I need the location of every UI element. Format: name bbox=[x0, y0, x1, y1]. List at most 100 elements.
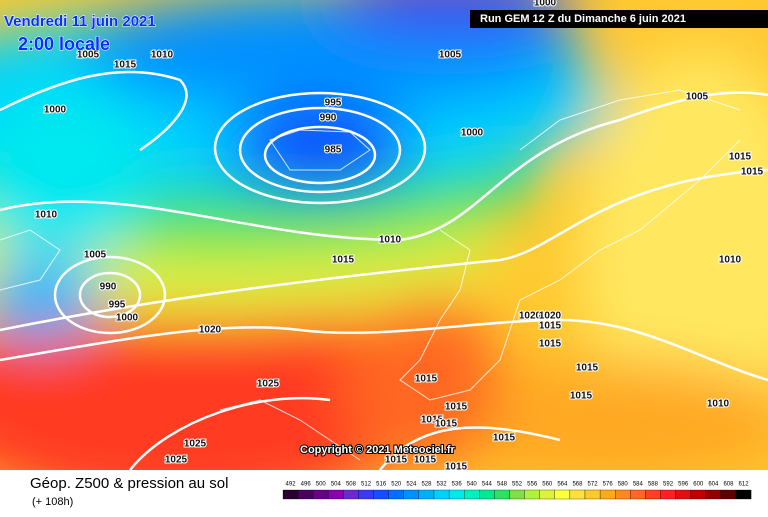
valid-time: 2:00 locale bbox=[18, 34, 110, 54]
isobar-label: 1010 bbox=[379, 235, 402, 246]
scale-label: 576 bbox=[603, 482, 614, 488]
scale-swatch bbox=[554, 489, 571, 500]
scale-label: 508 bbox=[346, 482, 357, 488]
scale-swatch bbox=[660, 489, 676, 500]
scale-label: 532 bbox=[437, 482, 448, 488]
scale-label: 548 bbox=[497, 482, 508, 488]
scale-swatch bbox=[630, 489, 646, 500]
scale-label: 564 bbox=[557, 482, 568, 488]
isobar-label: 1015 bbox=[576, 363, 599, 374]
isobar-label: 1000 bbox=[534, 0, 557, 9]
scale-swatch bbox=[313, 489, 329, 500]
isobars bbox=[0, 70, 768, 470]
scale-swatch bbox=[479, 489, 495, 500]
scale-swatch bbox=[615, 489, 631, 500]
scale-label: 520 bbox=[391, 482, 402, 488]
isobar-label: 1000 bbox=[116, 313, 139, 324]
scale-swatch bbox=[584, 489, 601, 500]
isobar-label: 1015 bbox=[385, 455, 408, 466]
scale-swatch bbox=[539, 489, 555, 500]
scale-label: 500 bbox=[316, 482, 327, 488]
isobar-label: 1010 bbox=[707, 399, 730, 410]
footer-title: Géop. Z500 & pression au sol bbox=[30, 475, 228, 492]
isobar-label: 995 bbox=[109, 300, 126, 311]
scale-label: 588 bbox=[648, 482, 659, 488]
isobar-label: 1015 bbox=[539, 321, 562, 332]
run-info: Run GEM 12 Z du Dimanche 6 juin 2021 bbox=[480, 13, 686, 25]
scale-swatch bbox=[448, 489, 465, 500]
isobar-label: 1015 bbox=[332, 255, 355, 266]
isobar-label: 1015 bbox=[493, 433, 516, 444]
isobar-label: 1025 bbox=[165, 455, 188, 466]
scale-label: 504 bbox=[331, 482, 342, 488]
isobar-label: 1010 bbox=[35, 210, 58, 221]
scale-label: 560 bbox=[542, 482, 553, 488]
scale-label: 604 bbox=[708, 482, 719, 488]
scale-swatch bbox=[282, 489, 299, 500]
scale-swatch bbox=[418, 489, 435, 500]
scale-label: 492 bbox=[286, 482, 297, 488]
isobar-label: 1015 bbox=[445, 462, 468, 473]
copyright: Copyright © 2021 Meteociel.fr bbox=[300, 444, 456, 456]
scale-label: 496 bbox=[301, 482, 312, 488]
isobar-label: 1015 bbox=[435, 419, 458, 430]
isobar-label: 1020 bbox=[539, 311, 562, 322]
isobar-label: 990 bbox=[100, 282, 117, 293]
scale-label: 580 bbox=[618, 482, 629, 488]
scale-label: 512 bbox=[361, 482, 372, 488]
isobar-label: 1015 bbox=[570, 391, 593, 402]
scale-label: 516 bbox=[376, 482, 387, 488]
scale-swatch bbox=[509, 489, 525, 500]
isobar-label: 1000 bbox=[44, 105, 67, 116]
color-scale: 492 496 500 504 508 512 516 520 524 528 532 536 540 5… bbox=[282, 482, 752, 500]
isobar-label: 1015 bbox=[114, 60, 137, 71]
isobar-label: 1015 bbox=[539, 339, 562, 350]
scale-label: 612 bbox=[739, 482, 750, 488]
isobar-label: 1015 bbox=[729, 152, 752, 163]
scale-label: 600 bbox=[693, 482, 704, 488]
scale-label: 584 bbox=[633, 482, 644, 488]
isobar-label: 1015 bbox=[741, 167, 764, 178]
scale-label: 540 bbox=[467, 482, 478, 488]
isobar-label: 1015 bbox=[445, 402, 468, 413]
forecast-lead: (+ 108h) bbox=[32, 496, 73, 508]
scale-label: 592 bbox=[663, 482, 674, 488]
isobar-label: 1010 bbox=[719, 255, 742, 266]
isobar-label: 1025 bbox=[184, 439, 207, 450]
scale-swatch bbox=[524, 489, 540, 500]
isobar-label: 1015 bbox=[415, 374, 438, 385]
scale-label: 536 bbox=[452, 482, 463, 488]
isobar-label: 985 bbox=[325, 145, 342, 156]
isobar-label: 1020 bbox=[199, 325, 222, 336]
scale-swatch bbox=[720, 489, 737, 500]
isobar-label: 1020 bbox=[519, 311, 542, 322]
scale-label: 596 bbox=[678, 482, 689, 488]
isobar-label: 990 bbox=[320, 113, 337, 124]
scale-swatch bbox=[690, 489, 706, 500]
isobar-label: 1015 bbox=[421, 415, 444, 426]
scale-swatch bbox=[675, 489, 691, 500]
isobar-label: 1005 bbox=[686, 92, 709, 103]
scale-swatch bbox=[569, 489, 586, 500]
scale-label: 568 bbox=[572, 482, 583, 488]
isobar-label: 1010 bbox=[151, 50, 174, 61]
scale-swatch bbox=[388, 489, 404, 500]
isobar-label: 1005 bbox=[84, 250, 107, 261]
scale-label: 528 bbox=[421, 482, 432, 488]
scale-label: 572 bbox=[588, 482, 599, 488]
scale-swatch bbox=[358, 489, 374, 500]
scale-label: 552 bbox=[512, 482, 523, 488]
scale-label: 544 bbox=[482, 482, 493, 488]
scale-swatch bbox=[645, 489, 661, 500]
isobar-label: 995 bbox=[325, 98, 342, 109]
scale-swatch bbox=[599, 489, 616, 500]
scale-swatch bbox=[343, 489, 359, 500]
run-banner bbox=[470, 10, 768, 28]
isobar-label: 1005 bbox=[77, 50, 100, 61]
scale-swatch bbox=[494, 489, 510, 500]
scale-swatch bbox=[373, 489, 389, 500]
coastlines bbox=[0, 89, 741, 461]
scale-label: 608 bbox=[723, 482, 734, 488]
scale-swatch bbox=[403, 489, 420, 500]
